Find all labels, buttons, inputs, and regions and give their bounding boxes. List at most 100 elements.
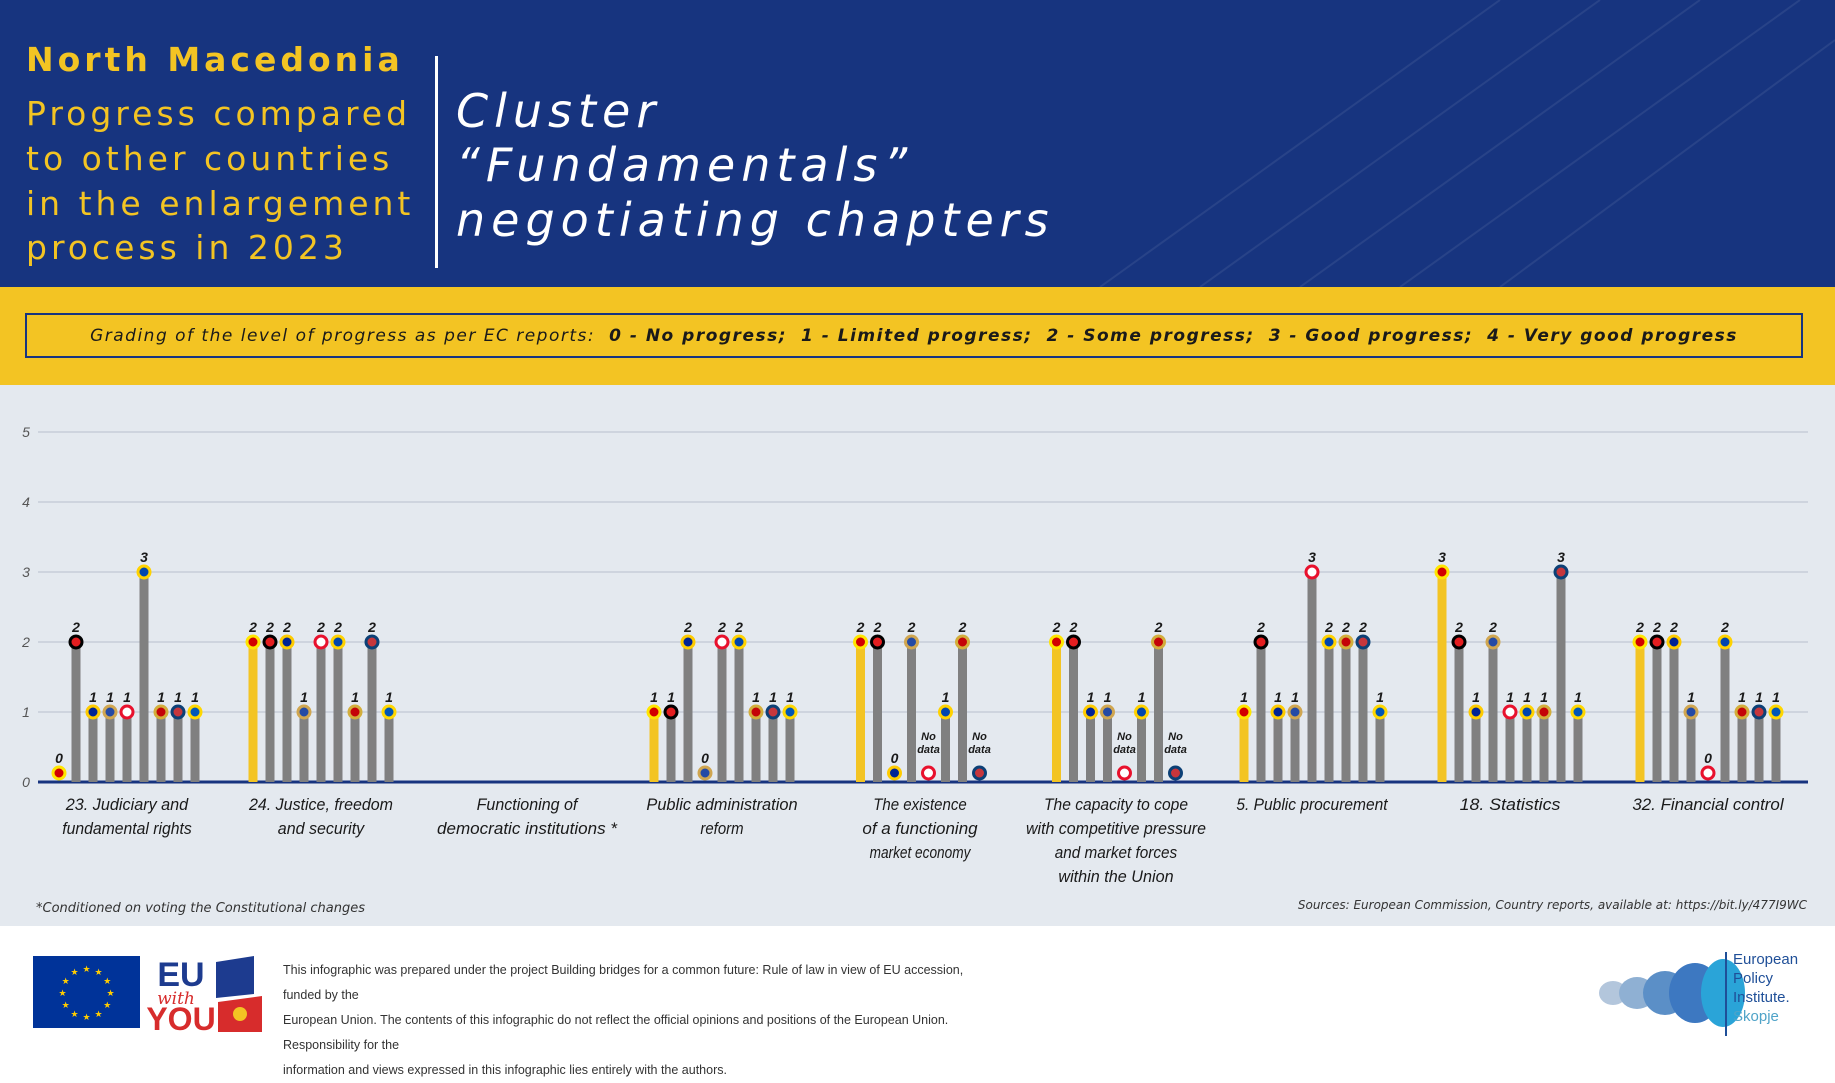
bar-value-label: 1 (123, 689, 131, 705)
country-flag-marker (646, 704, 662, 720)
bar (683, 642, 693, 782)
country-flag-marker (119, 704, 135, 720)
bar (751, 712, 761, 782)
category-label: 32. Financial control (1632, 795, 1784, 814)
country-flag-marker (313, 634, 329, 650)
bar-value-label: 1 (650, 689, 658, 705)
epi-wave-logo (1599, 959, 1745, 1027)
bar-value-label: 2 (367, 619, 376, 635)
country-flag-marker (921, 765, 936, 781)
bar-value-label: 3 (1557, 549, 1565, 565)
category-label: within the Union (1058, 867, 1173, 886)
bar-value-label: 2 (1256, 619, 1265, 635)
bar (1471, 712, 1481, 782)
y-tick-label: 0 (22, 774, 30, 790)
country-flag-marker (1553, 564, 1569, 580)
country-flag-marker (1666, 634, 1682, 650)
bar (156, 712, 166, 782)
svg-text:★: ★ (70, 1010, 78, 1020)
country-flag-marker (381, 704, 397, 720)
country-flag-marker (904, 634, 919, 650)
bar (941, 712, 950, 782)
bar-value-label: 1 (752, 689, 760, 705)
bar (1137, 712, 1146, 782)
bar-value-label: 1 (1506, 689, 1514, 705)
bar (384, 712, 394, 782)
bar-value-label: 1 (351, 689, 359, 705)
header-banner: North Macedonia Progress compared to oth… (0, 0, 1835, 287)
bar (265, 642, 275, 782)
country-flag-marker (1270, 704, 1286, 720)
svg-text:★: ★ (62, 977, 70, 987)
country-flag-marker (1468, 704, 1484, 720)
no-data-label: No (972, 731, 987, 743)
logo-eu-text: EU (157, 956, 204, 994)
bar (1771, 712, 1781, 782)
country-flag-marker (1768, 704, 1784, 720)
svg-text:★: ★ (106, 989, 114, 999)
footer: ★ ★ ★ ★ ★ ★ ★ ★ ★ ★ ★ ★ EU with YOU This infographi… (0, 926, 1835, 1077)
chart-area: 0 1 2 3 4 5 0 2 1 1 1 3 1 1 1 23. Judiciary and fundamen… (0, 385, 1835, 926)
bar (1686, 712, 1696, 782)
bar (299, 712, 309, 782)
country-flag-marker (731, 634, 747, 650)
no-data-label: No (1168, 731, 1183, 743)
bar-value-label: 1 (1523, 689, 1531, 705)
country-flag-marker (347, 704, 363, 720)
bar (1103, 712, 1112, 782)
bar-value-label: 2 (1358, 619, 1367, 635)
bar (649, 712, 659, 782)
logo-with-text: with (157, 989, 195, 1009)
category-label: Functioning of (477, 795, 580, 814)
country-flag-marker (1434, 564, 1450, 580)
category-label: with competitive pressure (1026, 819, 1206, 838)
bar-value-label: 1 (385, 689, 393, 705)
disclaimer: This infographic was prepared under the … (283, 958, 1003, 1083)
country-flag-marker (938, 704, 953, 720)
bar-value-label: 2 (1454, 619, 1463, 635)
bar-value-label: 3 (140, 549, 148, 565)
bar-value-label: 3 (1308, 549, 1316, 565)
bar (71, 642, 81, 782)
bar (173, 712, 183, 782)
bar (1256, 642, 1266, 782)
bar-value-label: 0 (55, 750, 63, 766)
country-flag-marker (663, 704, 679, 720)
epi-divider (1725, 952, 1727, 1036)
grading-item-0: 0 - No progress; (609, 325, 788, 346)
bar-value-label: 1 (1087, 689, 1095, 705)
bar-value-label: 2 (1635, 619, 1644, 635)
no-data-label: data (917, 744, 940, 756)
no-data-label: data (1113, 744, 1136, 756)
country-flag-marker (1632, 634, 1648, 650)
no-data-label: data (968, 744, 991, 756)
country-flag-marker (1649, 634, 1665, 650)
country-flag-marker (765, 704, 781, 720)
bar (1754, 712, 1764, 782)
category-label: democratic institutions * (437, 819, 618, 838)
header-title-line-3: negotiating chapters (456, 193, 1055, 247)
category-label: Public administration (646, 795, 797, 814)
bar (1069, 642, 1078, 782)
svg-text:★: ★ (103, 1001, 111, 1011)
bar (1635, 642, 1645, 782)
bar (734, 642, 744, 782)
bar (1488, 642, 1498, 782)
bar (350, 712, 360, 782)
country-flag-marker (870, 634, 885, 650)
grading-legend: Grading of the level of progress as per … (25, 313, 1803, 358)
no-data-label: data (1164, 744, 1187, 756)
bar-value-label: 2 (248, 619, 257, 635)
bar-value-label: 2 (1341, 619, 1350, 635)
bar (248, 642, 258, 782)
y-tick-label: 4 (22, 494, 30, 510)
category-label: reform (700, 819, 743, 838)
country-flag-marker (1100, 704, 1115, 720)
grading-item-4: 4 - Very good progress (1487, 325, 1738, 346)
bar-value-label: 1 (174, 689, 182, 705)
country-flag-marker (187, 704, 203, 720)
bar-value-label: 3 (1438, 549, 1446, 565)
bar-value-label: 0 (891, 750, 899, 766)
bar-value-label: 1 (1772, 689, 1780, 705)
